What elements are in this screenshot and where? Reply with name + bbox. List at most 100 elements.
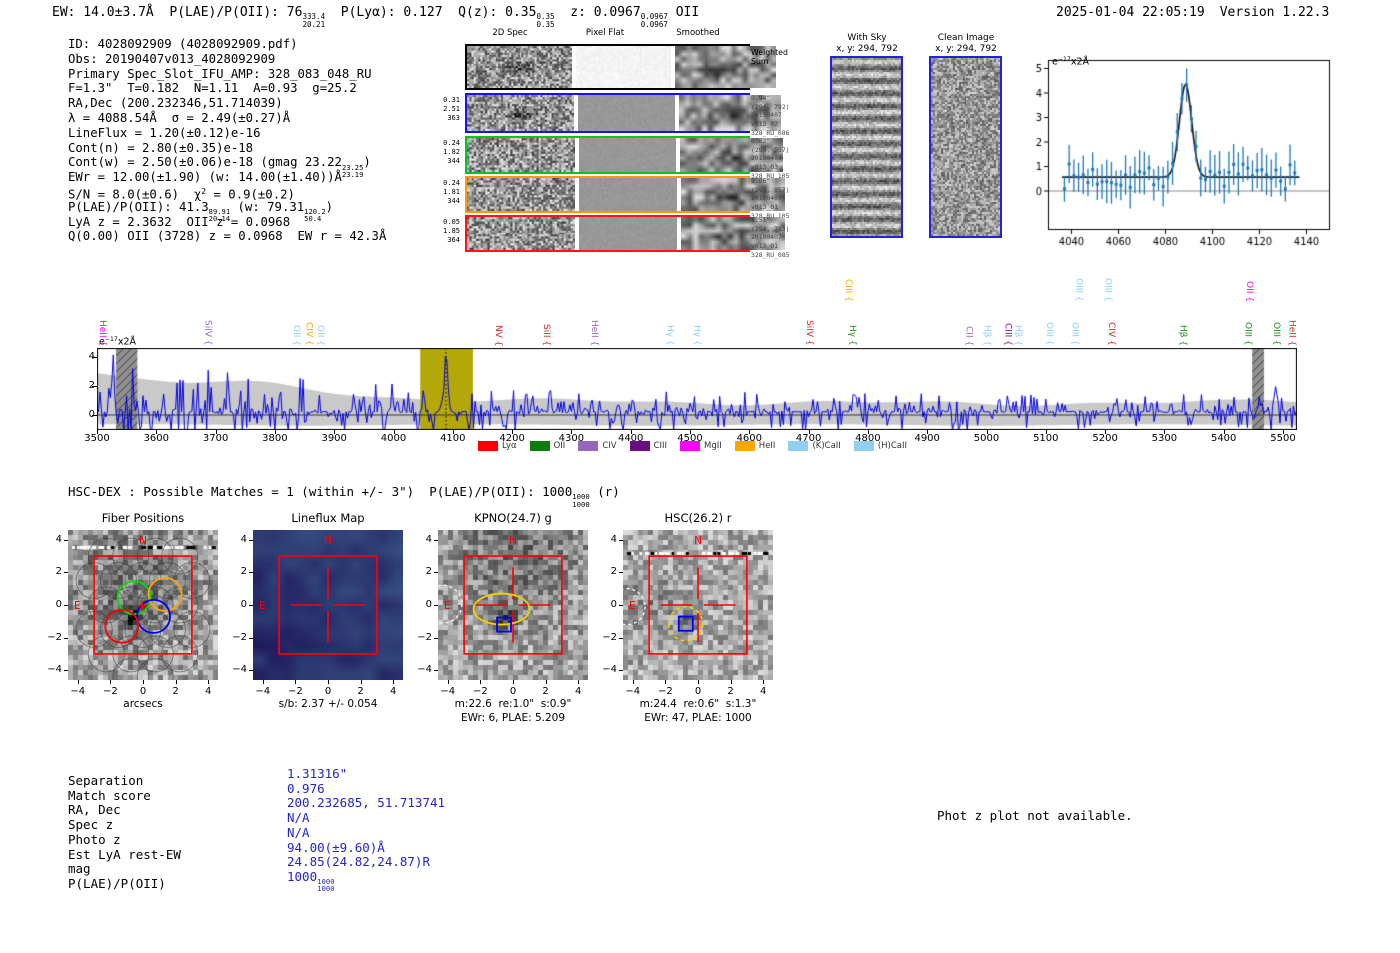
with-sky-image-frame (830, 56, 903, 238)
spec2d-image-pixelflat (578, 138, 677, 172)
cutout-y-tick: −4 (232, 664, 247, 676)
line-marker-CIII: CIII { (842, 279, 853, 302)
info-line: Q(0.00) OII (3728) z = 0.0968 EW r = 42.… (68, 229, 387, 244)
match-value: 94.00(±9.60)Å (287, 839, 385, 855)
line-marker-Hγ: Hγ { (847, 325, 858, 346)
main-x-tick: 4500 (677, 433, 703, 444)
linefit-ylabel: e−17x2Å (1052, 56, 1090, 68)
main-x-tick: 3800 (262, 433, 288, 444)
cutout-x-tickmark (698, 680, 699, 684)
spec2d-image-pixelflat (577, 95, 675, 131)
legend-swatch (788, 441, 809, 451)
cutout-x-tick: −2 (103, 686, 118, 697)
header-datetime: 2025-01-04 22:05:19 Version 1.22.3 (1056, 5, 1329, 20)
spec2d-col-title: 2D Spec (492, 28, 528, 38)
cutout-sublabel: m:24.4 re:0.6" s:1.3" (639, 698, 757, 710)
weighted-sum-label: Weighted Sum (751, 48, 788, 67)
legend-item: (K)CaII (788, 441, 841, 451)
spec2d-left-values: 0.24 1.81 344 (443, 179, 460, 205)
main-x-tickmark (274, 430, 276, 434)
match-label: RA, Dec (68, 802, 121, 818)
cutout-sublabel: EWr: 6, PLAE: 5.209 (460, 711, 566, 724)
line-marker-Hβ: Hβ { (1012, 324, 1023, 346)
svg-text:N: N (694, 535, 702, 547)
info-line: ID: 4028092909 (4028092909.pdf) (68, 37, 298, 51)
cutout-x-tick: −4 (440, 686, 456, 697)
match-value: N/A (287, 810, 310, 826)
main-x-tick: 3600 (143, 433, 170, 444)
main-x-tickmark (927, 430, 929, 434)
cutout-x-tickmark (360, 680, 362, 684)
photz-note: Phot z plot not available. (937, 808, 1133, 823)
info-line: Primary Spec_Slot_IFU_AMP: 328_083_048_R… (68, 66, 372, 81)
cutout-y-tick: 0 (425, 599, 432, 610)
spec2d-image-2dspec (467, 46, 572, 88)
header-summary: EW: 14.0±3.7Å P(LAE)/P(OII): 76 333.4 20.2… (52, 5, 700, 29)
spec2d-col-title: Pixel Flat (585, 28, 625, 38)
info-line: Obs: 20190407v013_4028092909 (68, 51, 276, 66)
cutout-y-tick: −2 (232, 631, 247, 643)
cutout-y-tickmark (249, 539, 253, 541)
cutout-title: Fiber Positions (101, 511, 185, 525)
match-value: 24.85(24.82,24.87)R (287, 854, 430, 870)
main-y-tick: 0 (79, 409, 95, 420)
main-x-tick: 4100 (440, 433, 466, 444)
cutout-title: KPNO(24.7) g (474, 511, 552, 525)
cutout-x-tickmark (447, 680, 449, 684)
cutout-x-tick: 4 (205, 686, 212, 697)
cutout-x-tickmark (175, 680, 177, 684)
cutout-title: HSC(26.2) r (664, 511, 732, 525)
cutout-y-tickmark (249, 637, 253, 639)
main-x-tickmark (630, 430, 632, 434)
cutout-y-tickmark (64, 605, 68, 606)
line-marker-CII: CII { (963, 325, 974, 346)
spec2d-image-2dspec (467, 95, 574, 131)
main-x-tickmark (808, 430, 810, 434)
line-marker-OIII: OIII { (1043, 322, 1054, 346)
main-x-tickmark (571, 430, 573, 434)
main-x-tickmark (690, 430, 691, 434)
cutout-x-tickmark (262, 680, 264, 684)
main-x-tickmark (452, 430, 454, 434)
cutout-x-tick: −2 (473, 686, 488, 697)
main-x-tickmark (986, 430, 988, 434)
spec2d-image-2dspec (467, 138, 575, 172)
cutout-x-tick: 2 (172, 686, 179, 697)
main-y-tick: 2 (79, 380, 95, 391)
legend-label: Lyα (502, 441, 517, 451)
main-x-tick: 4000 (380, 433, 407, 444)
spec2d-col-title: Smoothed (676, 28, 720, 38)
line-marker-Hβ: Hβ { (1177, 324, 1188, 346)
main-spectrum-ylabel: e−17x2Å (99, 336, 137, 348)
cutout-y-tickmark (434, 670, 438, 672)
cutout-y-tickmark (64, 637, 68, 639)
main-x-tickmark (215, 430, 217, 434)
main-spectrum-plot (97, 348, 1297, 430)
line-marker-HeII: HeII { (96, 319, 107, 346)
cutout-y-tick: 2 (425, 566, 432, 578)
main-y-tickmark (92, 415, 97, 416)
lineflux-map-image (253, 530, 403, 680)
cutout-y-tickmark (249, 605, 253, 606)
cutout-x-tickmark (393, 680, 395, 684)
cutout-x-tick: 0 (324, 686, 332, 697)
spec2d-right-annotations: 1.51" (294, 783) 20190407 v013_01 328_RU_085 (751, 216, 790, 259)
match-label: mag (68, 861, 91, 877)
spec2d-left-values: 0.31 2.51 363 (443, 96, 460, 122)
main-x-tick: 4800 (855, 433, 881, 444)
main-x-tickmark (156, 430, 158, 434)
line-marker-SiII: SiII { (541, 323, 552, 346)
cutout-y-tickmark (64, 539, 68, 541)
hsc-r-image (623, 530, 773, 680)
cutout-x-tickmark (295, 680, 297, 684)
info-line: EWr = 12.00(±1.90) (w: 14.00(±1.40))Å (68, 170, 342, 185)
cutout-x-tickmark (328, 680, 329, 684)
cutout-x-tickmark (632, 680, 634, 684)
legend-label: CIII (653, 441, 668, 451)
cutout-x-tick: 4 (760, 686, 767, 697)
match-value: 1000 1000 1000 (287, 868, 335, 894)
legend-label: (H)CaII (877, 441, 907, 451)
spec2d-right-annotations: 0.94" (294, 792) 20190407 v013_02 328_RU_086 (751, 94, 790, 137)
legend-item: (H)CaII (853, 441, 907, 451)
